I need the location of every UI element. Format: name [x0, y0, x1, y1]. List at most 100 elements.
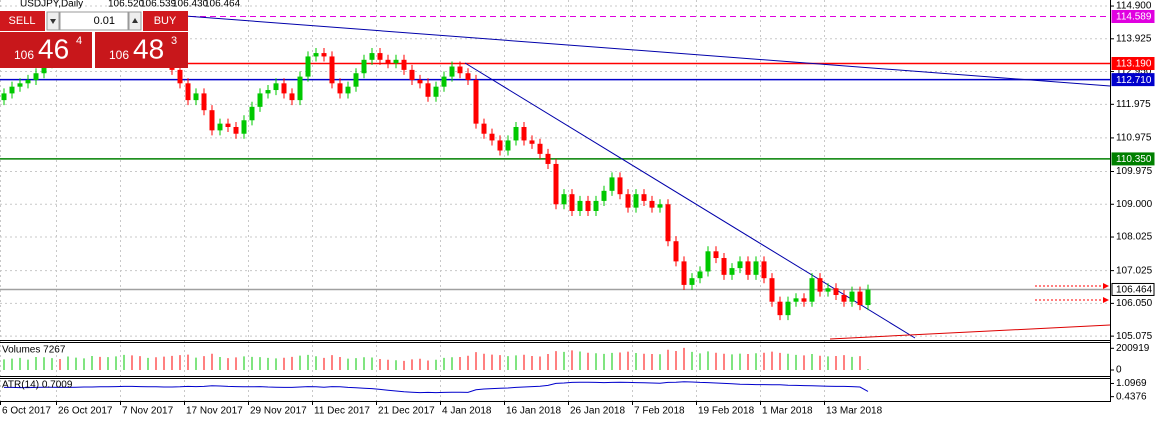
x-tick-label: 26 Jan 2018: [570, 406, 625, 417]
y-tick-label: 111.975: [1116, 99, 1151, 110]
candle-body: [785, 301, 791, 316]
candle-body: [457, 66, 463, 74]
candle-body: [313, 53, 319, 57]
candle-body: [337, 83, 343, 94]
x-tick-label: 19 Feb 2018: [698, 406, 755, 417]
candle-body: [753, 261, 759, 275]
y-tick-label: 105.075: [1116, 331, 1153, 342]
bid-box[interactable]: [0, 32, 92, 68]
y-tick-label: 109.000: [1116, 199, 1153, 210]
volume-tick-label: 200919: [1116, 343, 1150, 354]
candle-body: [393, 59, 399, 64]
buy-button[interactable]: [143, 11, 188, 31]
candle-body: [329, 56, 335, 84]
trade-widget: SELL 0.01 BUY 106 46 4 106 48 3: [0, 10, 188, 68]
y-tick-label: 106.050: [1116, 298, 1153, 309]
candle-body: [273, 83, 279, 91]
candle-body: [1, 93, 7, 101]
bid-main: 106: [14, 48, 34, 62]
candle-body: [385, 59, 391, 64]
ohlc: 106.430: [172, 0, 209, 10]
level-label: 110.350: [1116, 154, 1152, 165]
candle-body: [561, 194, 567, 205]
candle-body: [9, 86, 15, 94]
x-tick-label: 11 Dec 2017: [314, 406, 370, 417]
sell-button[interactable]: [0, 11, 45, 31]
bid-big: 46: [38, 33, 69, 64]
candle-body: [657, 204, 663, 208]
arrow-up: [132, 18, 138, 23]
ohlc: 106.520: [108, 0, 145, 10]
ask-big: 48: [133, 33, 164, 64]
candle-body: [761, 261, 767, 279]
candle-body: [425, 83, 431, 97]
candle-body: [833, 288, 839, 295]
candle-body: [297, 76, 303, 101]
candle-body: [553, 163, 559, 205]
lot-input[interactable]: [59, 11, 129, 31]
candle-body: [401, 59, 407, 70]
candle-body: [793, 298, 799, 302]
candle-body: [241, 120, 247, 134]
candle-body: [217, 123, 223, 131]
candle-body: [473, 79, 479, 124]
candle-body: [801, 298, 807, 302]
candle-body: [281, 83, 287, 94]
x-tick-label: 13 Mar 2018: [826, 406, 883, 417]
ask-main: 106: [109, 48, 129, 62]
candle-body: [353, 73, 359, 87]
candle-body: [737, 261, 743, 269]
candle-body: [617, 177, 623, 195]
level-tag: [1111, 152, 1155, 166]
level-tag: [1111, 56, 1155, 70]
candle-body: [233, 126, 239, 134]
y-tick-label: 114.900: [1116, 1, 1152, 12]
candle-body: [841, 294, 847, 302]
atr-label: ATR(14) 0.7009: [2, 380, 73, 391]
candle-body: [441, 76, 447, 87]
trend-line: [184, 15, 1111, 87]
volume-label: Volumes 7267: [2, 345, 66, 356]
candle-body: [609, 177, 615, 191]
level-tag: [1111, 9, 1155, 23]
candle-body: [185, 83, 191, 101]
candles: [1, 14, 871, 394]
x-tick-label: 6 Oct 2017: [2, 406, 51, 417]
candle-body: [849, 291, 855, 302]
candle-body: [433, 86, 439, 97]
candle-body: [865, 289, 871, 306]
axis-labels: 114.900 113.925 112.950 111.975 110.975 109.9…: [0, 1, 1155, 417]
candle-body: [857, 291, 863, 306]
x-tick-label: 1 Mar 2018: [762, 406, 813, 417]
candle-body: [769, 278, 775, 302]
candle-body: [681, 261, 687, 285]
ask-box[interactable]: [95, 32, 188, 68]
candle-body: [361, 59, 367, 74]
candle-body: [529, 140, 535, 144]
candle-body: [25, 79, 31, 84]
candle-body: [481, 123, 487, 134]
ohlc: 106.464: [204, 0, 241, 10]
level-label: 112.710: [1116, 75, 1152, 86]
candle-body: [641, 194, 647, 201]
level-label: 106.464: [1116, 285, 1153, 296]
candle-body: [345, 86, 351, 94]
candle-body: [505, 140, 511, 151]
candle-body: [729, 268, 735, 275]
candle-body: [689, 278, 695, 285]
y-tick-label: 110.975: [1116, 133, 1152, 144]
arrow-down: [50, 19, 56, 24]
bid-sup: 4: [76, 35, 82, 47]
volume-tick-label: 0: [1116, 365, 1122, 376]
x-tick-label: 26 Oct 2017: [58, 406, 113, 417]
candle-body: [577, 200, 583, 211]
candle-body: [521, 126, 527, 141]
x-tick-label: 29 Nov 2017: [250, 406, 307, 417]
candle-body: [721, 258, 727, 275]
candle-body: [777, 301, 783, 316]
candle-body: [193, 93, 199, 101]
candle-body: [33, 73, 39, 80]
candle-body: [449, 66, 455, 77]
candle-body: [705, 251, 711, 272]
